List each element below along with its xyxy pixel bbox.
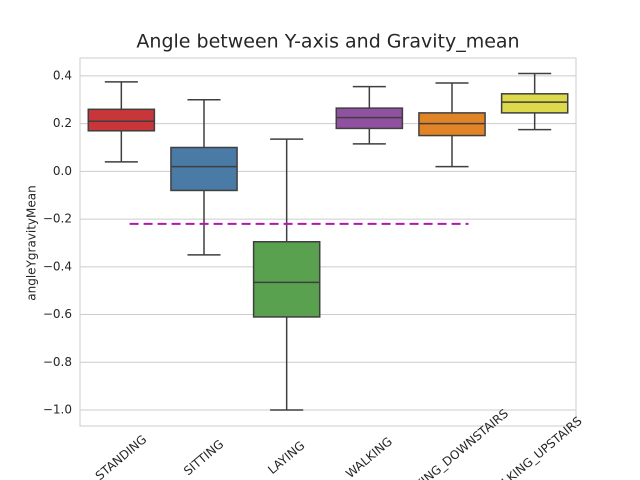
plot-frame [79, 57, 577, 427]
x-tick-label: LAYING [265, 438, 307, 477]
box [252, 241, 321, 318]
y-tick-label: 0.2 [53, 116, 72, 130]
x-tick-label: SITTING [181, 437, 226, 478]
y-tick-label: 0.0 [53, 164, 72, 178]
box [500, 93, 569, 114]
y-axis-label: angleYgravityMean [25, 185, 39, 300]
box [170, 146, 238, 192]
chart-title: Angle between Y-axis and Gravity_mean [136, 31, 519, 53]
y-tick-label: −0.4 [43, 259, 72, 273]
y-tick-label: −0.8 [43, 355, 72, 369]
y-tick-label: −1.0 [43, 403, 72, 417]
x-tick-label: WALKING [343, 434, 395, 480]
y-tick-label: 0.4 [53, 68, 72, 82]
y-tick-label: −0.2 [43, 212, 72, 226]
x-tick-label: STANDING [93, 432, 150, 480]
y-tick-label: −0.6 [43, 307, 72, 321]
x-tick-label: WALKING_DOWNSTAIRS [392, 406, 511, 480]
box [87, 108, 156, 132]
